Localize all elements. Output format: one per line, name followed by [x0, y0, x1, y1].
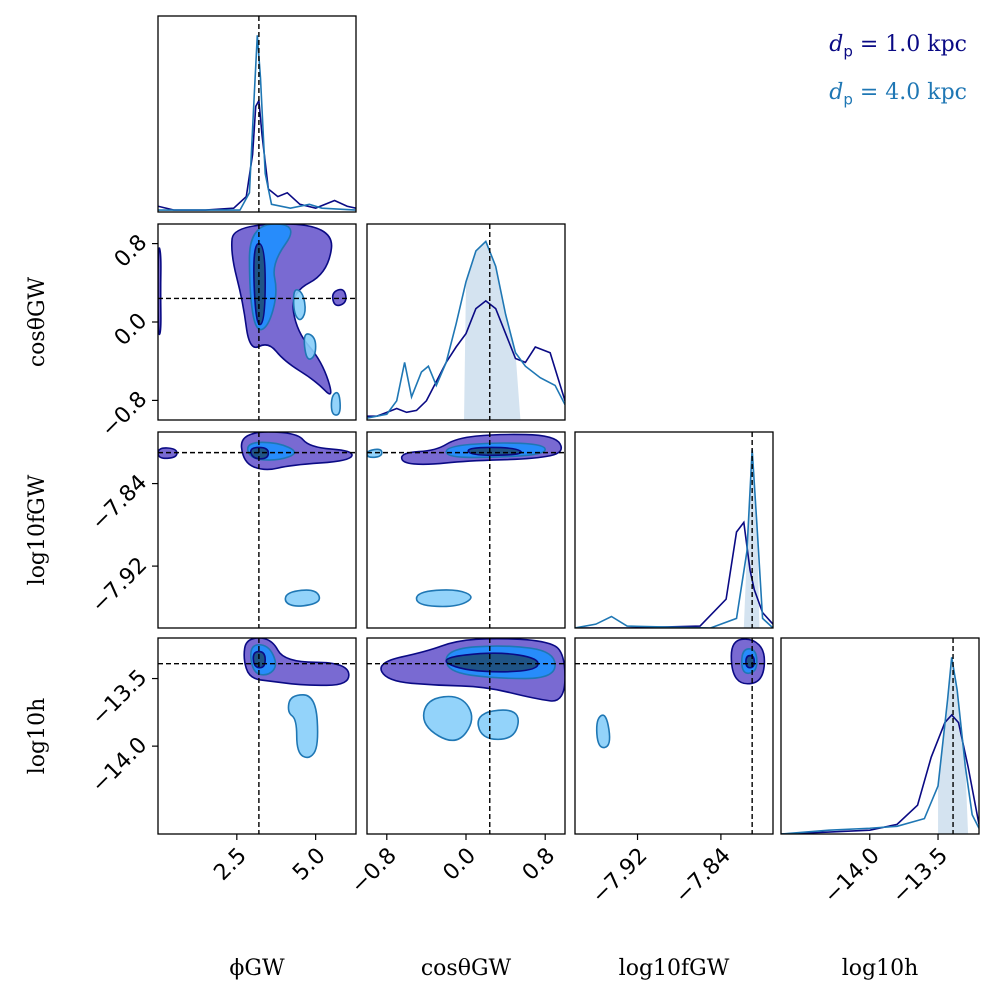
marginal-curve-cos-series-1 [367, 299, 565, 417]
marginal-curve-logf-series-2 [575, 449, 773, 628]
y-tick-label-logf: −7.92 [87, 553, 152, 618]
contour-panel-logh_cos [366, 637, 566, 835]
marginal-panel-phi [157, 15, 357, 213]
marginal-panel-logf [574, 431, 774, 629]
contour-panel-logh_phi [157, 637, 357, 835]
y-axis-label-logh: log10h [25, 698, 50, 775]
marginal-panel-logh [780, 637, 980, 835]
contour-region-cos_phi-1 [158, 247, 162, 336]
contour-area-cos_phi [158, 224, 347, 416]
contour-region-cos_phi-5 [303, 333, 317, 360]
contour-area-logh_logf [595, 638, 766, 749]
panel-frame [366, 223, 566, 421]
contour-panel-cos_phi [157, 223, 357, 421]
contour-region-logh_cos-2 [477, 709, 520, 741]
x-tick-label-cos: 0.0 [439, 843, 481, 885]
contour-region-cos_phi-6 [330, 391, 341, 416]
y-tick-label-logh: −14.0 [87, 733, 152, 798]
contour-region-logf_cos-4 [467, 446, 522, 457]
panel-frame [574, 637, 774, 835]
contour-panel-logh_logf [574, 637, 774, 835]
y-tick-label-cos: 0.8 [110, 230, 152, 272]
contour-region-logf_cos-1 [367, 448, 383, 459]
marginal-area-phi [158, 35, 356, 211]
contour-region-logh_phi-1 [287, 693, 319, 759]
y-tick-label-logh: −13.5 [87, 665, 152, 730]
contour-region-logf_phi-4 [249, 446, 270, 460]
legend-entry-dp-4: dp = 4.0 kpc [829, 80, 967, 109]
contour-region-logh_cos-4 [445, 652, 539, 673]
y-tick-label-cos: −0.8 [97, 387, 152, 442]
x-axis-label-phi: ϕGW [229, 956, 285, 981]
x-tick-label-cos: −0.8 [346, 843, 401, 898]
x-axis-label-cos: cosθGW [421, 956, 512, 981]
contour-area-logh_phi [243, 638, 350, 759]
contour-region-cos_phi-4 [292, 288, 306, 321]
y-tick-label-cos: 0.0 [110, 309, 152, 351]
marginal-curve-phi-series-1 [158, 97, 356, 211]
legend: dp = 1.0 kpc dp = 4.0 kpc [829, 24, 967, 121]
panel-frame [780, 637, 980, 835]
marginal-area-logh [781, 657, 979, 834]
x-tick-label-logh: −13.5 [888, 843, 953, 908]
panel-frame [157, 637, 357, 835]
marginal-area-logf [575, 449, 773, 628]
x-tick-label-phi: 2.5 [209, 843, 251, 885]
panel-frame [157, 431, 357, 629]
marginal-area-cos [367, 239, 565, 420]
marginal-curve-logh-series-2 [781, 657, 979, 834]
contour-area-logf_cos [367, 433, 563, 608]
x-axis-label-logh: log10h [842, 956, 919, 981]
contour-region-logf_phi-3 [284, 589, 321, 607]
contour-region-logh_cos-1 [422, 695, 473, 742]
x-tick-label-logf: −7.84 [671, 843, 736, 908]
legend-entry-dp-1: dp = 1.0 kpc [829, 32, 967, 61]
y-tick-label-logf: −7.84 [87, 470, 152, 535]
credible-band-cos [464, 241, 521, 420]
contour-region-logf_cos-3 [415, 589, 472, 608]
contour-area-logh_cos [380, 638, 565, 742]
marginal-panel-cos [366, 223, 566, 421]
y-axis-label-cos: cosθGW [25, 276, 50, 367]
panel-frame [574, 431, 774, 629]
contour-region-logh_logf-1 [595, 714, 611, 749]
marginal-curve-cos-series-2 [367, 239, 565, 419]
x-tick-label-cos: 0.8 [518, 843, 560, 885]
contour-region-cos_phi-2 [331, 288, 347, 307]
x-tick-label-phi: 5.0 [288, 843, 330, 885]
x-tick-label-logh: −14.0 [819, 843, 884, 908]
x-tick-label-logf: −7.92 [587, 843, 652, 908]
marginal-curve-phi-series-2 [158, 35, 356, 211]
y-axis-label-logf: log10fGW [25, 474, 50, 585]
contour-area-logf_phi [158, 432, 353, 607]
contour-region-logh_logf-3 [745, 654, 756, 669]
contour-panel-logf_cos [366, 431, 566, 629]
contour-panel-logf_phi [157, 431, 357, 629]
x-axis-label-logf: log10fGW [619, 956, 730, 981]
panel-frame [157, 15, 357, 213]
panel-frame [366, 431, 566, 629]
